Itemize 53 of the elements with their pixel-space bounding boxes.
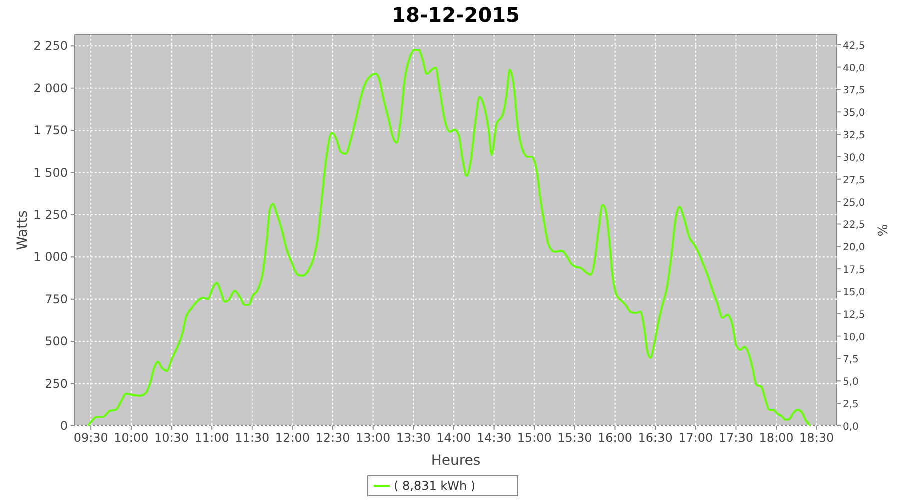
y-tick-label: 500 [45,334,68,349]
x-tick-label: 18:30 [800,431,834,445]
x-tick-label: 09:30 [74,431,108,445]
y-axis-title: Watts [15,210,31,250]
y2-tick-label: 10,0 [843,332,866,344]
y2-tick-label: 42,5 [843,40,866,52]
x-axis-title: Heures [431,453,481,469]
y2-axis-title: % [874,224,889,237]
y-tick-label: 1 000 [34,250,68,264]
y2-tick-label: 40,0 [843,63,866,74]
x-tick-label: 12:00 [275,431,310,445]
x-tick-label: 11:00 [194,431,230,445]
x-tick-label: 17:30 [718,431,754,445]
y2-tick-label: 22,5 [843,220,866,232]
chart-title: 18-12-2015 [392,3,520,27]
y2-tick-label: 32,5 [843,130,866,142]
y2-tick-label: 37,5 [843,86,866,97]
y-tick-label: 0 [60,419,68,433]
y-tick-label: 2 000 [34,81,68,96]
y-tick-label: 1 500 [34,166,68,180]
y-tick-label: 250 [45,376,68,391]
x-tick-label: 16:30 [638,431,673,445]
y2-tick-label: 2,5 [843,400,859,411]
y2-tick-label: 15,0 [843,287,866,298]
y-tick-label: 750 [45,292,68,306]
y2-tick-label: 0,0 [843,422,859,433]
x-tick-label: 18:00 [759,431,794,445]
y-tick-label: 1 250 [34,208,68,222]
y2-tick-label: 35,0 [843,108,866,120]
x-tick-label: 14:30 [477,431,512,445]
x-tick-label: 11:30 [235,431,270,445]
legend-label: ( 8,831 kWh ) [394,479,476,493]
x-tick-label: 15:00 [517,431,552,445]
y2-tick-label: 5,0 [843,377,859,388]
y-tick-label: 1 750 [34,124,68,138]
y2-tick-label: 7,5 [843,354,859,366]
x-tick-label: 14:00 [436,431,472,445]
x-tick-label: 17:00 [678,431,714,445]
y2-tick-label: 12,5 [843,310,866,321]
y2-tick-label: 30,0 [843,152,866,164]
x-tick-label: 15:30 [558,431,592,445]
x-tick-label: 16:00 [598,431,633,445]
y2-tick-label: 25,0 [843,198,866,209]
y2-tick-label: 27,5 [843,175,866,186]
x-tick-label: 12:30 [316,431,350,445]
y2-tick-label: 20,0 [843,242,866,254]
x-tick-label: 10:00 [114,431,149,445]
x-tick-label: 13:30 [396,431,431,445]
y2-tick-label: 17,5 [843,265,866,276]
y-tick-label: 2 250 [34,39,68,54]
line-series [87,49,812,427]
x-tick-label: 13:00 [356,431,391,445]
x-tick-label: 10:30 [154,431,190,445]
